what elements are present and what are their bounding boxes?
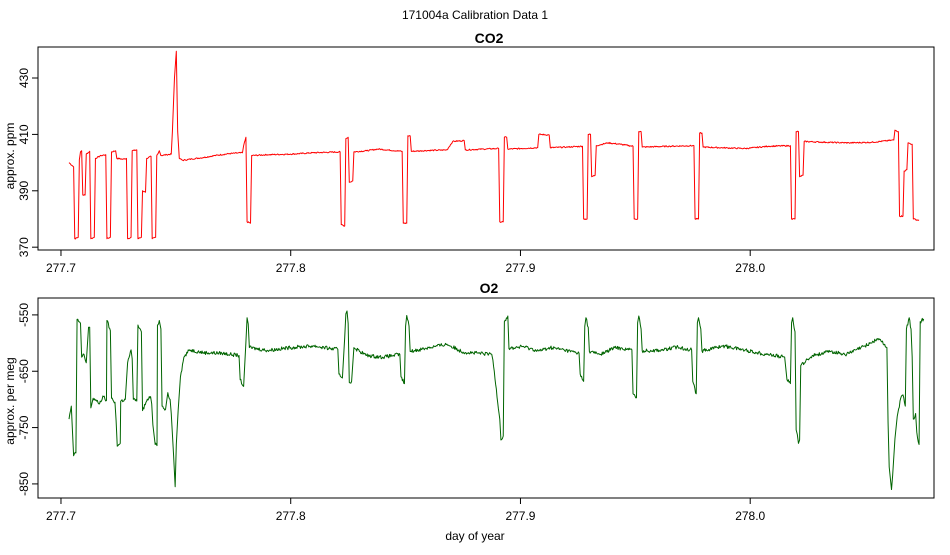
x-tick-label-o2: 277.9 [505, 509, 535, 523]
y-axis-co2: 370 390 410 430 [17, 68, 38, 257]
x-tick-label-co2: 277.9 [505, 261, 535, 275]
series-line-co2 [68, 50, 920, 240]
y-tick-label-group-o2: -550 [17, 303, 31, 327]
y-tick-label-o2: -750 [17, 415, 31, 439]
y-tick-label-group-o2: -650 [17, 359, 31, 383]
y-tick-label-group-co2: 430 [17, 68, 31, 88]
series-co2 [68, 50, 920, 240]
y-axis-label-o2: approx. per meg [3, 357, 17, 444]
x-tick-label-co2: 278.0 [735, 261, 765, 275]
x-tick-label-o2: 278.0 [735, 509, 765, 523]
plot-frame-o2 [37, 297, 935, 499]
y-tick-label-co2: 390 [17, 180, 31, 200]
y-tick-label-group-co2: 410 [17, 124, 31, 144]
y-tick-label-group-co2: 370 [17, 237, 31, 257]
panel-title-co2: CO2 [475, 30, 504, 46]
y-tick-label-o2: -650 [17, 359, 31, 383]
panel-co2: CO2 approx. ppm 277.7 277.8 277.9 278.0 370… [3, 30, 935, 275]
x-tick-label-o2: 277.7 [46, 509, 76, 523]
y-axis-label-co2: approx. ppm [3, 123, 17, 190]
y-tick-label-group-o2: -850 [17, 472, 31, 496]
y-axis-title-o2: approx. per meg [3, 357, 17, 444]
plot-frame-co2 [37, 46, 935, 251]
y-tick-label-co2: 410 [17, 124, 31, 144]
figure-title: 171004a Calibration Data 1 [402, 8, 548, 22]
y-tick-label-group-co2: 390 [17, 180, 31, 200]
series-line-o2 [68, 310, 925, 491]
y-axis-title-co2: approx. ppm [3, 123, 17, 190]
y-axis-o2: -850 -750 -650 -550 [17, 303, 38, 496]
y-tick-label-co2: 370 [17, 237, 31, 257]
y-tick-label-group-o2: -750 [17, 415, 31, 439]
x-tick-label-o2: 277.8 [276, 509, 306, 523]
x-tick-label-co2: 277.8 [276, 261, 306, 275]
x-axis-label-o2: day of year [445, 529, 504, 543]
y-tick-label-co2: 430 [17, 68, 31, 88]
y-tick-label-o2: -850 [17, 472, 31, 496]
panel-o2: O2 approx. per meg 277.7 277.8 277.9 278.0 … [3, 280, 935, 543]
y-tick-label-o2: -550 [17, 303, 31, 327]
x-tick-label-co2: 277.7 [46, 261, 76, 275]
x-axis-o2: 277.7 277.8 277.9 278.0 [46, 498, 766, 523]
x-axis-co2: 277.7 277.8 277.9 278.0 [46, 250, 766, 275]
series-o2 [68, 310, 925, 491]
panel-title-o2: O2 [480, 280, 499, 296]
